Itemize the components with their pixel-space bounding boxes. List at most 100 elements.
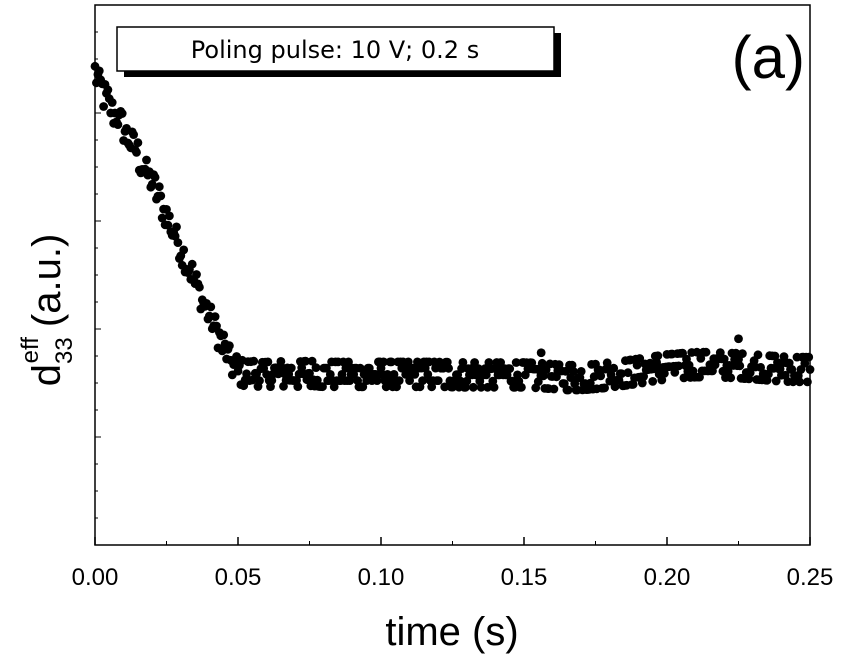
data-point xyxy=(103,85,113,95)
data-point xyxy=(355,363,365,373)
data-point xyxy=(301,356,310,366)
data-point xyxy=(255,376,264,386)
data-point xyxy=(179,245,189,255)
data-point xyxy=(569,367,578,376)
data-point xyxy=(210,312,220,321)
x-tick-label: 0.00 xyxy=(72,564,119,591)
data-point xyxy=(129,130,139,140)
data-point xyxy=(771,376,781,386)
data-point xyxy=(679,373,689,383)
data-point xyxy=(511,358,521,367)
data-point xyxy=(242,369,252,379)
x-tick-label: 0.05 xyxy=(215,564,262,591)
data-point xyxy=(154,182,164,192)
data-point xyxy=(263,357,273,367)
data-point xyxy=(418,376,427,385)
data-point xyxy=(444,363,453,373)
data-point xyxy=(379,357,388,367)
data-point xyxy=(639,372,648,381)
data-point xyxy=(394,376,404,385)
annotation-text: Poling pulse: 10 V; 0.2 s xyxy=(191,36,479,64)
data-point xyxy=(410,370,420,379)
data-point xyxy=(609,363,619,373)
data-point xyxy=(674,361,684,371)
data-point xyxy=(440,382,450,392)
data-point xyxy=(318,382,327,392)
x-axis-ticks: 0.00 0.05 0.10 0.15 0.20 0.25 xyxy=(72,537,834,591)
panel-label: (a) xyxy=(732,24,805,91)
data-point xyxy=(156,191,166,201)
data-point xyxy=(192,270,201,279)
data-point xyxy=(753,350,763,360)
data-point xyxy=(142,155,151,165)
y-axis-title-main: d xyxy=(25,364,69,386)
data-points xyxy=(90,61,815,395)
data-point xyxy=(476,382,486,392)
plot-frame xyxy=(94,4,811,546)
data-point xyxy=(249,356,259,366)
data-point xyxy=(549,384,559,394)
data-point xyxy=(701,347,711,357)
data-point xyxy=(617,369,626,378)
data-point xyxy=(632,360,642,370)
data-point xyxy=(305,368,314,378)
data-point xyxy=(517,382,526,392)
data-point xyxy=(94,66,104,76)
data-point xyxy=(623,368,633,378)
data-point xyxy=(596,371,606,381)
data-point xyxy=(165,211,174,221)
data-point xyxy=(505,364,515,374)
data-point xyxy=(738,349,747,358)
data-point xyxy=(387,357,396,367)
data-point xyxy=(99,102,108,111)
x-tick-label: 0.25 xyxy=(787,564,834,591)
data-point xyxy=(147,179,157,189)
data-point xyxy=(286,363,296,373)
data-point xyxy=(133,138,143,148)
data-point xyxy=(483,382,492,392)
data-point xyxy=(804,352,814,362)
data-point xyxy=(734,334,743,344)
data-point xyxy=(458,358,468,367)
data-point xyxy=(372,376,382,385)
data-point xyxy=(803,377,812,387)
data-point xyxy=(311,363,321,372)
data-point xyxy=(322,363,331,373)
data-point xyxy=(150,172,160,182)
data-point xyxy=(163,220,173,230)
data-point xyxy=(195,282,204,292)
data-point xyxy=(726,373,736,383)
y-axis-title-superscript: eff xyxy=(17,337,44,364)
data-point xyxy=(247,375,257,385)
data-point xyxy=(468,382,478,392)
y-axis-title-unit: (a.u.) xyxy=(25,234,69,327)
data-point xyxy=(172,222,181,232)
x-tick-label: 0.10 xyxy=(358,564,405,591)
y-axis-title-subscript: 33 xyxy=(51,337,78,364)
data-point xyxy=(576,367,586,376)
data-point xyxy=(173,238,183,248)
x-axis-title: time (s) xyxy=(385,610,518,654)
data-point xyxy=(107,98,117,107)
data-point xyxy=(455,376,465,386)
data-point xyxy=(219,330,229,340)
data-point xyxy=(657,375,667,385)
data-point xyxy=(157,213,167,223)
data-point xyxy=(563,385,573,395)
data-point xyxy=(536,348,546,358)
data-point xyxy=(805,365,815,374)
data-point xyxy=(132,148,141,157)
data-point xyxy=(307,356,317,366)
data-point xyxy=(206,302,216,312)
annotation-box: Poling pulse: 10 V; 0.2 s xyxy=(116,26,561,77)
data-point xyxy=(648,377,658,386)
data-point xyxy=(225,341,234,351)
plot-border xyxy=(94,4,811,546)
data-point xyxy=(117,109,127,118)
data-point xyxy=(735,361,745,371)
data-point xyxy=(433,376,443,385)
data-point xyxy=(589,372,599,381)
data-point xyxy=(187,259,197,269)
x-tick-label: 0.20 xyxy=(644,564,691,591)
